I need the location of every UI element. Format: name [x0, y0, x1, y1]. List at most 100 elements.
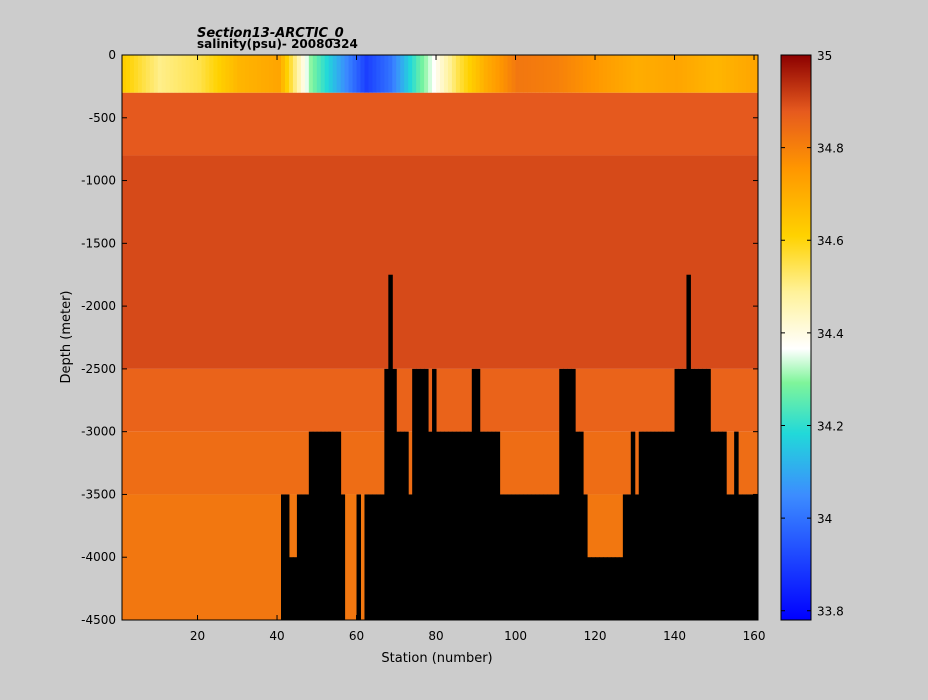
surface-cell [734, 55, 739, 93]
seafloor-column [420, 368, 425, 620]
x-tick-label: 60 [349, 629, 364, 643]
x-tick-label: 160 [743, 629, 766, 643]
x-axis-ticks: 20 40 60 80 100 120 140 160 [190, 55, 766, 643]
seafloor-column [543, 494, 548, 620]
surface-cell [344, 55, 350, 93]
seafloor-column [742, 494, 747, 620]
surface-cell [265, 55, 270, 93]
surface-cell [189, 55, 195, 93]
seafloor-column [440, 431, 445, 620]
seafloor-column [328, 431, 334, 620]
y-tick-label: 0 [108, 48, 116, 62]
colorbar-tick-label: 34.2 [817, 419, 844, 433]
surface-cell [380, 55, 385, 93]
surface-cell [205, 55, 210, 93]
seafloor-column [682, 368, 687, 620]
y-tick-label: -1000 [81, 174, 116, 188]
seafloor-column [630, 431, 636, 620]
surface-cell [129, 55, 135, 93]
seafloor-column [746, 494, 751, 620]
surface-cell [213, 55, 218, 93]
colorbar-tick-label: 35 [817, 49, 832, 63]
surface-cell [157, 55, 163, 93]
surface-cell [316, 55, 322, 93]
surface-cell [718, 55, 723, 93]
surface-cell [714, 55, 719, 93]
surface-cell [455, 55, 461, 93]
x-tick-label: 80 [428, 629, 443, 643]
seafloor-column [666, 431, 672, 620]
seafloor-column [451, 431, 457, 620]
seafloor-column [312, 431, 318, 620]
x-tick-label: 120 [584, 629, 607, 643]
surface-cell [145, 55, 151, 93]
y-axis-ticks: 0 -500 -1000 -1500 -2000 -2500 -3000 -3500 -4000… [81, 48, 758, 627]
seafloor-column [654, 431, 660, 620]
surface-cell [551, 55, 556, 93]
seafloor-column [495, 431, 501, 620]
seafloor-column [734, 431, 739, 620]
surface-cell [408, 55, 413, 93]
seafloor-column [674, 368, 679, 620]
surface-cell [296, 55, 302, 93]
seafloor-column [356, 494, 361, 620]
seafloor-column [503, 494, 509, 620]
surface-cell [579, 55, 584, 93]
seafloor-column [575, 431, 580, 620]
surface-cell [670, 55, 676, 93]
surface-cell [269, 55, 274, 93]
seafloor-column [642, 431, 648, 620]
surface-cell [229, 55, 234, 93]
surface-cell [197, 55, 202, 93]
surface-cell [575, 55, 580, 93]
seafloor-column [320, 431, 326, 620]
seafloor-column [535, 494, 540, 620]
surface-cell [169, 55, 175, 93]
surface-cell [686, 55, 691, 93]
salinity-band [122, 368, 758, 432]
seafloor-column [690, 368, 695, 620]
surface-cell [750, 55, 755, 93]
surface-cell [503, 55, 509, 93]
surface-cell [436, 55, 441, 93]
seafloor-column [710, 431, 715, 620]
seafloor-column [368, 494, 373, 620]
seafloor-column [523, 494, 528, 620]
seafloor-column [288, 557, 294, 620]
surface-cell [221, 55, 226, 93]
y-tick-label: -4500 [81, 613, 116, 627]
seafloor-column [507, 494, 513, 620]
seafloor-column [634, 494, 640, 620]
seafloor-column [332, 431, 338, 620]
seafloor-column [388, 274, 393, 620]
surface-cell [654, 55, 660, 93]
seafloor-column [459, 431, 465, 620]
seafloor-column [702, 368, 707, 620]
surface-cell [284, 55, 290, 93]
chart-subtitle: salinity(psu)- 20080324 [197, 37, 358, 51]
seafloor-column [416, 368, 421, 620]
seafloor-column [539, 494, 544, 620]
surface-cell [726, 55, 731, 93]
surface-cell [412, 55, 417, 93]
surface-cell [742, 55, 747, 93]
seafloor-column [595, 557, 600, 620]
surface-cell [137, 55, 143, 93]
seafloor-column [750, 494, 755, 620]
surface-cell [443, 55, 449, 93]
surface-cell [396, 55, 401, 93]
seafloor-column [316, 431, 322, 620]
y-tick-label: -2000 [81, 299, 116, 313]
seafloor-column [587, 557, 592, 620]
seafloor-column [678, 368, 683, 620]
seafloor-column [547, 494, 552, 620]
seafloor-column [372, 494, 377, 620]
surface-cell [300, 55, 306, 93]
seafloor-column [626, 494, 632, 620]
surface-cell [638, 55, 644, 93]
seafloor-column [499, 494, 505, 620]
surface-cell [642, 55, 648, 93]
seafloor-column [292, 557, 298, 620]
x-tick-label: 40 [269, 629, 284, 643]
